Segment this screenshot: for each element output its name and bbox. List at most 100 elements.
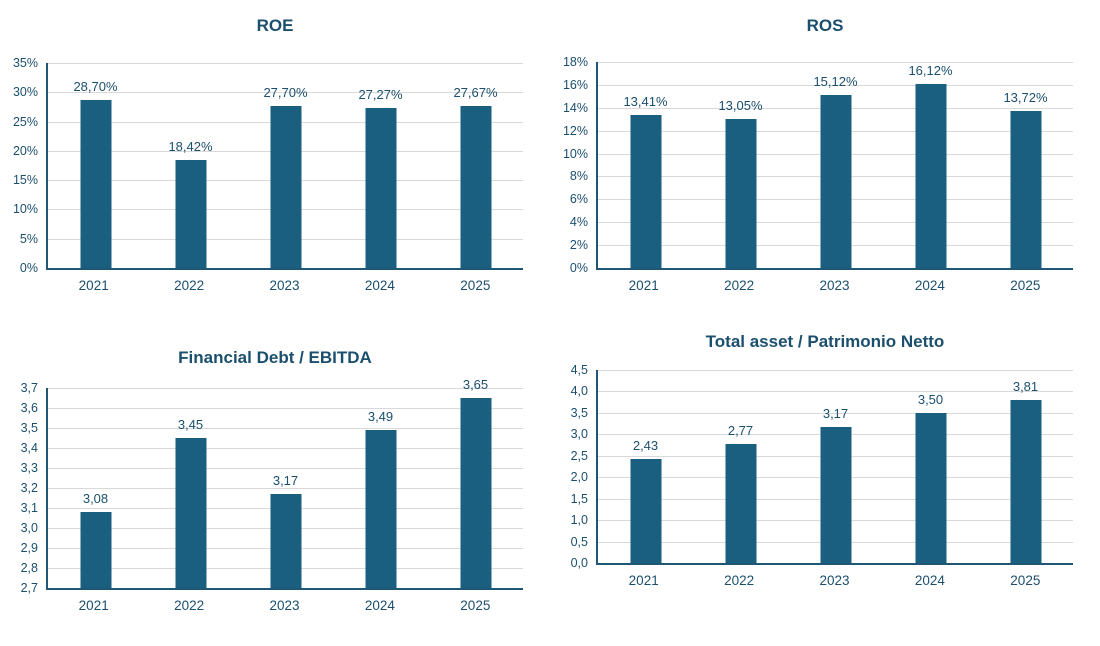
gridline (598, 370, 1073, 371)
gridline (598, 62, 1073, 63)
gridline (48, 488, 523, 489)
y-tick-label: 3,5 (20, 421, 38, 435)
y-tick-label: 12% (562, 123, 588, 138)
bar-value-label: 16,12% (908, 62, 953, 78)
bar-value-label: 27,67% (453, 84, 498, 100)
x-tick-label: 2025 (1010, 278, 1041, 293)
bar-2022 (175, 160, 206, 268)
bar-2022 (725, 444, 756, 563)
bar-value-label: 3,81 (1012, 378, 1039, 394)
y-tick-label: 35% (12, 56, 38, 70)
bar-value-label: 15,12% (813, 73, 858, 89)
gridline (598, 412, 1073, 414)
bar-value-label: 13,05% (718, 97, 763, 113)
plot-area: 13,41% 13,05% 15,12% 16,12% 13,72% (596, 62, 1073, 270)
y-tick-label: 16% (562, 77, 588, 92)
x-tick-label: 2025 (460, 278, 491, 293)
bar-value-label: 27,27% (358, 87, 403, 103)
plot-wrap: 4,5 4,0 3,5 3,0 2,5 2,0 1,5 1,0 0,5 0,0 2,43 2,77 3… (550, 363, 1100, 570)
x-tick-label: 2024 (364, 598, 395, 613)
y-tick-label: 6% (569, 192, 588, 207)
plot-wrap: 35% 30% 25% 20% 15% 10% 5% 0% 28,70% 18,42% 27,70… (0, 56, 550, 275)
x-tick-label: 2023 (269, 598, 300, 613)
chart-title-ros: ROS (806, 16, 844, 35)
bar-2021 (80, 99, 111, 268)
x-axis-tick-labels: 2021 2022 2023 2024 2025 (596, 278, 1073, 293)
bar-2024 (915, 83, 946, 268)
x-axis-tick-labels: 2021 2022 2023 2024 2025 (596, 573, 1073, 588)
y-tick-label: 2,5 (570, 448, 588, 463)
x-tick-label: 2021 (628, 573, 659, 588)
plot-wrap: 3,7 3,6 3,5 3,4 3,3 3,2 3,1 3,0 2,9 2,8 2,7 3,08 3,… (0, 377, 550, 595)
chart-title-roe: ROE (256, 16, 294, 35)
x-axis-tick-labels: 2021 2022 2023 2024 2025 (46, 278, 523, 293)
bar-value-label: 13,72% (1003, 89, 1048, 105)
y-tick-label: 3,7 (20, 381, 38, 395)
bar-value-label: 3,17 (822, 406, 849, 422)
bar-2022 (725, 118, 756, 268)
y-tick-label: 2,7 (20, 581, 38, 595)
y-tick-label: 4,0 (570, 384, 588, 399)
y-tick-label: 18% (562, 55, 588, 69)
plot-area: 28,70% 18,42% 27,70% 27,27% 27,67% (46, 63, 523, 270)
x-tick-label: 2022 (724, 278, 755, 293)
x-tick-label: 2022 (724, 573, 755, 588)
bar-value-label: 3,08 (82, 491, 109, 506)
bar-value-label: 13,41% (623, 93, 668, 109)
y-tick-label: 0,5 (570, 534, 588, 549)
y-tick-label: 20% (12, 143, 38, 158)
x-tick-label: 2022 (174, 278, 205, 293)
y-tick-label: 15% (12, 173, 38, 188)
x-tick-label: 2021 (78, 278, 109, 293)
bar-value-label: 3,50 (917, 391, 944, 407)
x-tick-label: 2023 (819, 573, 850, 588)
bar-value-label: 3,65 (462, 377, 489, 392)
y-axis-tick-labels: 18% 16% 14% 12% 10% 8% 6% 4% 2% 0% (550, 55, 596, 275)
y-tick-label: 2,9 (20, 541, 38, 555)
gridline (48, 63, 523, 64)
y-axis-tick-labels: 4,5 4,0 3,5 3,0 2,5 2,0 1,5 1,0 0,5 0,0 (550, 363, 596, 570)
bar-2023 (270, 494, 301, 588)
y-tick-label: 8% (569, 169, 588, 184)
y-tick-label: 0% (569, 261, 588, 275)
x-tick-label: 2025 (460, 598, 491, 613)
y-tick-label: 25% (12, 114, 38, 129)
bar-2024 (365, 108, 396, 268)
y-tick-label: 0,0 (570, 556, 588, 570)
gridline (48, 388, 523, 389)
gridline (48, 448, 523, 449)
y-tick-label: 0% (19, 261, 38, 275)
y-tick-label: 1,0 (570, 513, 588, 528)
bar-value-label: 3,17 (272, 473, 299, 488)
bar-2025 (1010, 110, 1041, 268)
y-tick-label: 3,1 (20, 501, 38, 515)
x-tick-label: 2021 (78, 598, 109, 613)
chart-title-total-asset-patrimonio-netto: Total asset / Patrimonio Netto (705, 332, 945, 351)
x-tick-label: 2021 (628, 278, 659, 293)
y-tick-label: 4,5 (570, 363, 588, 377)
chart-roe: ROE 35% 30% 25% 20% 15% 10% 5% 0% 28,70% 18,42% 2… (0, 0, 550, 320)
plot-area: 3,08 3,45 3,17 3,49 3,65 (46, 377, 523, 590)
gridline (48, 92, 523, 94)
x-tick-label: 2023 (269, 278, 300, 293)
gridline (48, 408, 523, 409)
gridline (48, 468, 523, 469)
y-tick-label: 3,3 (20, 461, 38, 475)
gridline (48, 428, 523, 429)
chart-total-asset-patrimonio-netto: Total asset / Patrimonio Netto 4,5 4,0 3,5… (550, 320, 1100, 646)
y-tick-label: 10% (562, 146, 588, 161)
x-tick-label: 2024 (914, 573, 945, 588)
y-axis-tick-labels: 35% 30% 25% 20% 15% 10% 5% 0% (0, 56, 46, 275)
y-tick-label: 2% (569, 238, 588, 253)
x-axis-tick-labels: 2021 2022 2023 2024 2025 (46, 598, 523, 613)
y-tick-label: 5% (19, 231, 38, 246)
bar-value-label: 18,42% (168, 139, 213, 155)
bar-2024 (915, 412, 946, 563)
bar-value-label: 2,77 (727, 423, 754, 439)
y-tick-label: 30% (12, 85, 38, 100)
y-tick-label: 3,2 (20, 481, 38, 495)
plot-wrap: 18% 16% 14% 12% 10% 8% 6% 4% 2% 0% 13,41% 13,05% 15… (550, 55, 1100, 275)
chart-financial-debt-ebitda: Financial Debt / EBITDA 3,7 3,6 3,5 3,4 3,3 3… (0, 320, 550, 646)
bar-2023 (820, 427, 851, 563)
gridline (598, 84, 1073, 86)
